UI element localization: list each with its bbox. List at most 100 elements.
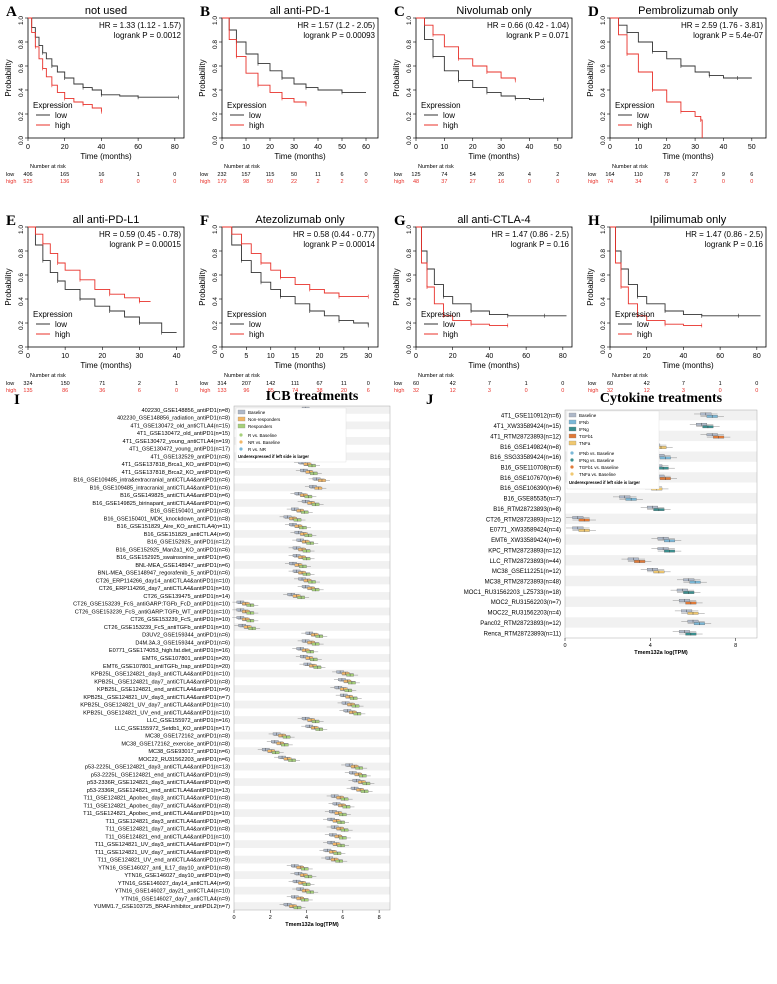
row-label: B16_GSE150401_antiPD1(n=8) — [150, 509, 230, 515]
x-tick-label: 30 — [290, 144, 298, 151]
row-band — [234, 778, 390, 786]
risk-count-high: 8 — [100, 179, 103, 185]
row-band — [565, 555, 757, 566]
row-label: BNL-MEA_GSE148947_regorafenib_5_antiPD1(… — [98, 571, 230, 577]
risk-count-low: 54 — [470, 172, 476, 178]
row-label: B16_GSE151829_Aire_KO_antiCTLA4(n=11) — [117, 524, 230, 530]
row-label: MOC2_RU31562203(n=7) — [491, 600, 561, 606]
risk-count-low: 0 — [364, 172, 367, 178]
panel-letter: H — [588, 213, 600, 229]
x-tick-label: 80 — [753, 353, 761, 360]
y-tick-label: 0.4 — [600, 88, 607, 97]
legend-title: Expression — [227, 101, 267, 110]
legend-title: Expression — [615, 101, 655, 110]
x-tick-label: 40 — [720, 144, 728, 151]
hazard-ratio: HR = 1.47 (0.86 - 2.5) — [491, 230, 569, 239]
x-tick-label: 0 — [232, 915, 235, 921]
row-label: T11_GSE124821_UV_day3_antiCTLA4&antiPD1(… — [95, 842, 230, 848]
legend-label: IFNb vs. Baseline — [579, 451, 615, 456]
y-tick-label: 0.6 — [600, 273, 607, 282]
legend-label: high — [249, 330, 264, 339]
risk-count-high: 27 — [470, 179, 476, 185]
row-label: LLC_RTM28723893(n=44) — [490, 559, 561, 565]
risk-row-label-high: high — [394, 388, 404, 394]
plot-frame — [415, 226, 573, 348]
risk-count-high: 179 — [217, 179, 226, 185]
risk-count-high: 0 — [722, 179, 725, 185]
risk-count-high: 12 — [450, 388, 456, 394]
risk-count-low: 6 — [750, 172, 753, 178]
y-tick-label: 0.8 — [18, 249, 25, 258]
row-band — [234, 545, 390, 554]
risk-count-high: 0 — [561, 388, 564, 394]
y-tick-label: 0.6 — [18, 64, 25, 73]
row-band — [234, 855, 390, 864]
row-band — [234, 731, 390, 740]
y-tick-label: 0.6 — [212, 273, 219, 282]
hazard-ratio: HR = 0.59 (0.45 - 0.78) — [99, 230, 181, 239]
risk-count-high: 0 — [364, 179, 367, 185]
logrank-p-value: logrank P = 5.4e-07 — [693, 31, 763, 40]
risk-count-high: 0 — [750, 179, 753, 185]
row-label: T11_GSE124821_end_antiCTLA4&antiPD1(n=10… — [105, 834, 230, 840]
y-axis-label: Probability — [586, 268, 595, 305]
y-tick-label: 0.0 — [212, 345, 219, 354]
risk-count-low: 115 — [266, 172, 275, 178]
risk-count-low: 0 — [755, 381, 758, 387]
risk-count-low: 9 — [722, 172, 725, 178]
legend-label: TGFb1 — [579, 434, 594, 439]
x-tick-label: 0 — [220, 144, 224, 151]
risk-count-low: 111 — [291, 381, 299, 387]
legend-label: Non-responders — [248, 417, 281, 422]
row-label: KPB25L_GSE124821_UV_day3_antiCTLA4&antiP… — [83, 695, 230, 701]
legend-swatch — [568, 412, 577, 418]
row-label: KPB25L_GSE124821_day7_antiCTLA4&antiPD1(… — [94, 679, 230, 685]
row-label: B16_GSE152925_Man2a1_KO_antiPD1(n=6) — [116, 547, 230, 553]
legend-swatch — [237, 423, 246, 429]
y-tick-label: 0.6 — [212, 64, 219, 73]
y-tick-label: 0.6 — [600, 64, 607, 73]
risk-count-high: 0 — [525, 388, 528, 394]
risk-table-title: Number at risk — [418, 373, 454, 379]
risk-count-high: 0 — [528, 179, 531, 185]
legend-marker — [570, 451, 574, 455]
row-label: p53-2336R_GSE124821_day3_antiCTLA4&antiP… — [87, 780, 230, 786]
panel-title: Ipilimumab only — [650, 214, 727, 226]
legend-label: Baseline — [248, 410, 266, 415]
risk-table-title: Number at risk — [612, 373, 648, 379]
risk-row-label-high: high — [200, 179, 210, 185]
row-label: KPC_RTM28723893(n=12) — [488, 548, 561, 554]
legend-label: IFNb — [579, 420, 589, 425]
x-tick-label: 8 — [378, 915, 381, 921]
logrank-p-value: logrank P = 0.0012 — [114, 31, 182, 40]
x-tick-label: 6 — [341, 915, 344, 921]
risk-count-high: 32 — [413, 388, 419, 394]
x-axis-label: Time (months) — [274, 152, 326, 161]
risk-count-high: 34 — [635, 179, 641, 185]
x-tick-label: 80 — [171, 144, 179, 151]
plot-frame — [221, 17, 379, 139]
y-tick-label: 0.0 — [600, 136, 607, 145]
y-tick-label: 0.2 — [406, 321, 413, 330]
risk-count-low: 1 — [719, 381, 722, 387]
row-label: B16_GSE109485_intracranial_antiCTLA4&ant… — [90, 485, 231, 491]
x-tick-label: 20 — [469, 144, 477, 151]
plot-frame — [221, 226, 379, 348]
panel-letter: E — [6, 213, 16, 229]
x-tick-label: 0 — [26, 353, 30, 360]
y-axis-label: Probability — [392, 268, 401, 305]
row-label: 4T1_GSE130472_old_antiPD1(n=15) — [137, 431, 230, 437]
y-tick-label: 0.6 — [406, 64, 413, 73]
risk-table-title: Number at risk — [418, 164, 454, 170]
x-tick-label: 10 — [61, 353, 69, 360]
row-band — [234, 747, 390, 755]
legend-marker — [570, 465, 574, 469]
row-label: CT26_GSE153239_FcS_antiTGFb_antiPD1(n=10… — [104, 625, 230, 631]
risk-count-low: 406 — [23, 172, 32, 178]
legend-title: Expression — [615, 310, 655, 319]
risk-count-low: 78 — [664, 172, 670, 178]
x-tick-label: 60 — [362, 144, 370, 151]
x-tick-label: 10 — [267, 353, 275, 360]
